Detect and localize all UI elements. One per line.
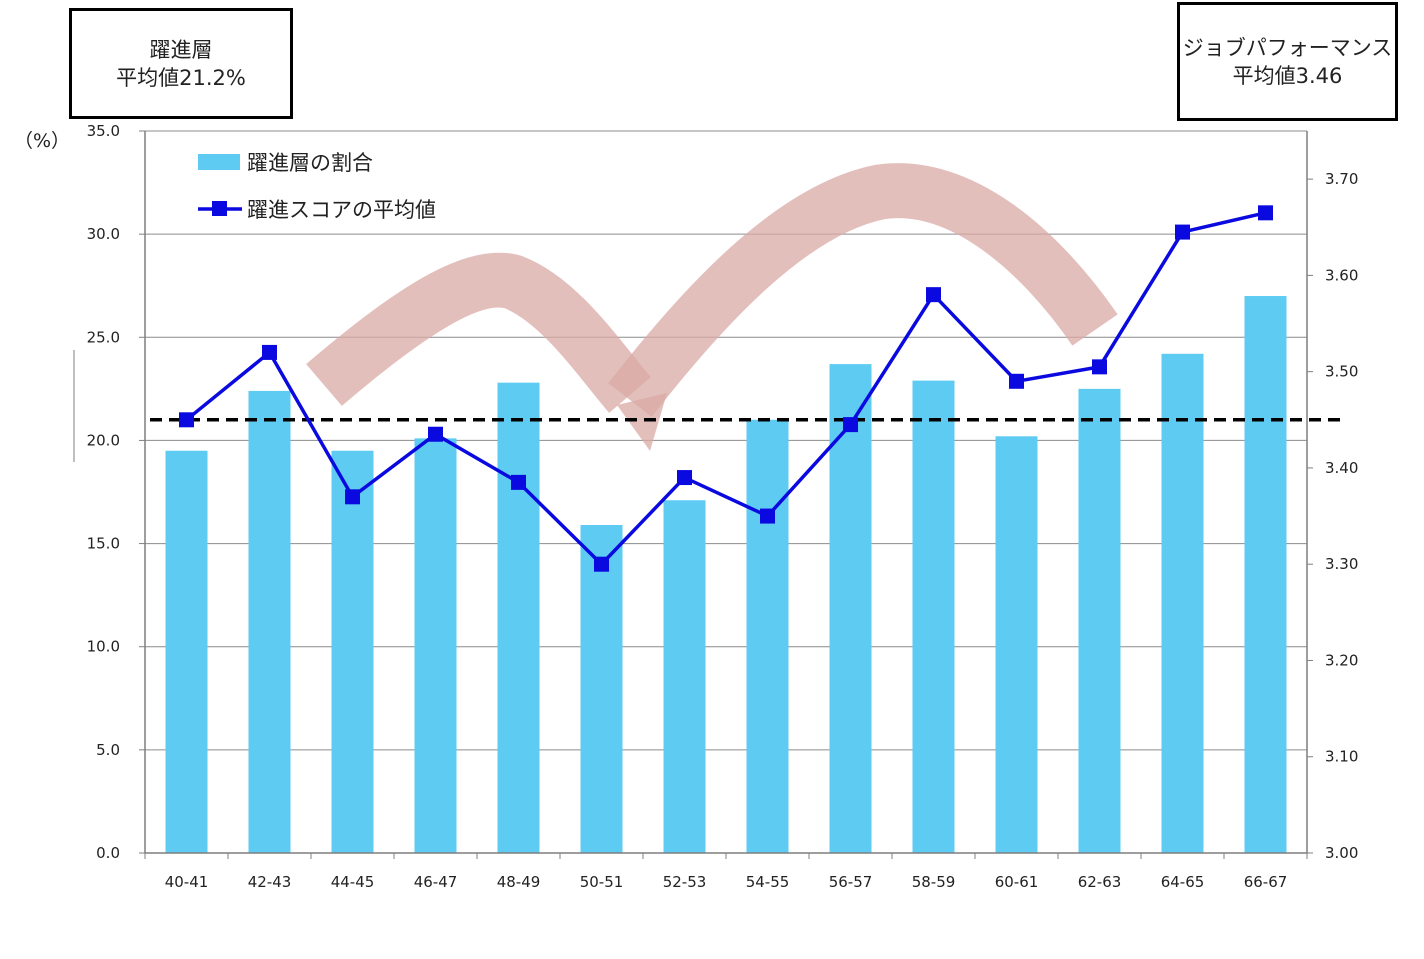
right-tick-label: 3.20 (1325, 651, 1358, 669)
right-tick-label: 3.10 (1325, 748, 1358, 766)
left-tick-label: 30.0 (87, 225, 120, 243)
left-tick-label: 35.0 (87, 122, 120, 140)
callout-left-line1: 躍進層 (149, 37, 213, 62)
bar-series (165, 296, 1287, 853)
callout-right-line2: 平均値3.46 (1232, 63, 1343, 88)
line-point-62-63 (1092, 359, 1107, 375)
x-tick-label: 54-55 (746, 873, 790, 891)
x-tick-label: 62-63 (1078, 873, 1122, 891)
bar-40-41 (165, 450, 208, 853)
bar-64-65 (1161, 353, 1204, 853)
x-tick-label: 48-49 (497, 873, 541, 891)
x-tick-label: 46-47 (414, 873, 458, 891)
legend-swatch-marker (212, 201, 227, 216)
bar-44-45 (331, 450, 374, 853)
x-tick-label: 56-57 (829, 873, 873, 891)
left-tick-label: 15.0 (87, 535, 120, 553)
line-point-46-47 (428, 426, 443, 442)
line-point-44-45 (345, 489, 360, 505)
right-tick-label: 3.70 (1325, 170, 1358, 188)
x-tick-label: 42-43 (248, 873, 292, 891)
bar-54-55 (746, 419, 789, 853)
line-point-54-55 (760, 508, 775, 524)
line-series (179, 205, 1273, 572)
bar-48-49 (497, 382, 540, 853)
right-tick-label: 3.50 (1325, 363, 1358, 381)
line-point-40-41 (179, 412, 194, 428)
x-tick-label: 58-59 (912, 873, 956, 891)
legend-swatch-bars (198, 154, 240, 170)
bar-46-47 (414, 438, 457, 853)
bar-50-51 (580, 525, 623, 853)
wave-segment-1 (306, 252, 652, 413)
callout-left-line2: 平均値21.2% (116, 65, 246, 90)
line-point-56-57 (843, 417, 858, 433)
right-tick-label: 3.00 (1325, 844, 1358, 862)
x-tick-label: 40-41 (165, 873, 209, 891)
left-tick-label: 20.0 (87, 431, 120, 449)
left-tick-label: 25.0 (87, 328, 120, 346)
line-point-60-61 (1009, 373, 1024, 389)
x-tick-label: 44-45 (331, 873, 375, 891)
line-point-48-49 (511, 474, 526, 490)
line-point-64-65 (1175, 224, 1190, 240)
line-point-52-53 (677, 470, 692, 486)
bar-58-59 (912, 380, 955, 853)
line-point-42-43 (262, 344, 277, 360)
right-tick-label: 3.30 (1325, 555, 1358, 573)
x-tick-label: 60-61 (995, 873, 1039, 891)
axes: 0.0 5.0 10.0 15.0 20.0 25.0 30.0 35.0 3.00 3.10 3.… (73, 122, 1358, 891)
right-tick-label: 3.60 (1325, 266, 1358, 284)
left-axis-unit: （%） (14, 130, 71, 152)
callout-right-line1: ジョブパフォーマンス (1182, 35, 1393, 60)
left-tick-label: 10.0 (87, 638, 120, 656)
bar-56-57 (829, 364, 872, 853)
line-path (185, 211, 1266, 567)
line-point-66-67 (1258, 205, 1273, 221)
bar-60-61 (995, 436, 1038, 853)
legend-label-line: 躍進スコアの平均値 (247, 198, 436, 222)
x-tick-label: 50-51 (580, 873, 624, 891)
bar-62-63 (1078, 388, 1121, 853)
bar-42-43 (248, 390, 291, 853)
bar-66-67 (1244, 296, 1287, 853)
left-tick-label: 5.0 (96, 741, 120, 759)
x-tick-label: 64-65 (1161, 873, 1205, 891)
callout-job-performance-average: ジョブパフォーマンス 平均値3.46 (1177, 2, 1398, 121)
wave-segment-2 (608, 163, 1118, 417)
callout-promotion-average: 躍進層 平均値21.2% (69, 8, 293, 119)
x-tick-label: 52-53 (663, 873, 707, 891)
wave-annotation (306, 163, 1118, 451)
line-point-58-59 (926, 287, 941, 303)
legend-label-bars: 躍進層の割合 (247, 151, 373, 175)
bar-52-53 (663, 500, 706, 853)
x-tick-label: 66-67 (1244, 873, 1288, 891)
left-tick-label: 0.0 (96, 844, 120, 862)
line-point-50-51 (594, 556, 609, 572)
right-tick-label: 3.40 (1325, 459, 1358, 477)
